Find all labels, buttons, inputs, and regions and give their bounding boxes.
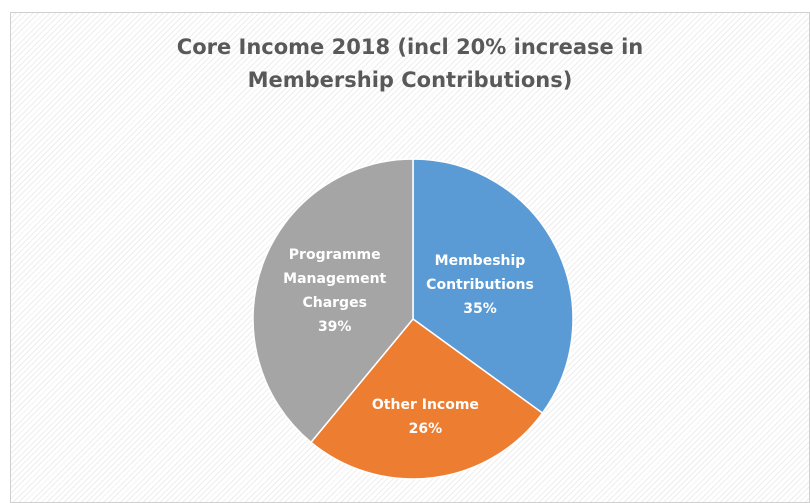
slice-label: Membeship Contributions 35% [420, 249, 540, 321]
slice-label: Programme Management Charges 39% [275, 243, 395, 339]
pie-slice [309, 317, 544, 480]
category-label: Membeship Contributions [426, 252, 534, 293]
chart-title-box: Core Income 2018 (incl 20% increase in M… [11, 31, 809, 97]
pie-slice [412, 158, 574, 415]
pie [252, 158, 574, 480]
category-label: Other Income [371, 397, 479, 414]
chart: Core Income 2018 (incl 20% increase in M… [10, 12, 810, 503]
category-label: Programme Management Charges [283, 246, 387, 311]
value-label: 26% [408, 421, 443, 438]
value-label: 35% [463, 300, 497, 317]
pie-slice [252, 158, 414, 444]
value-label: 39% [317, 318, 352, 335]
chart-title: Core Income 2018 (incl 20% increase in M… [176, 35, 644, 92]
slice-label: Other Income 26% [365, 393, 485, 441]
